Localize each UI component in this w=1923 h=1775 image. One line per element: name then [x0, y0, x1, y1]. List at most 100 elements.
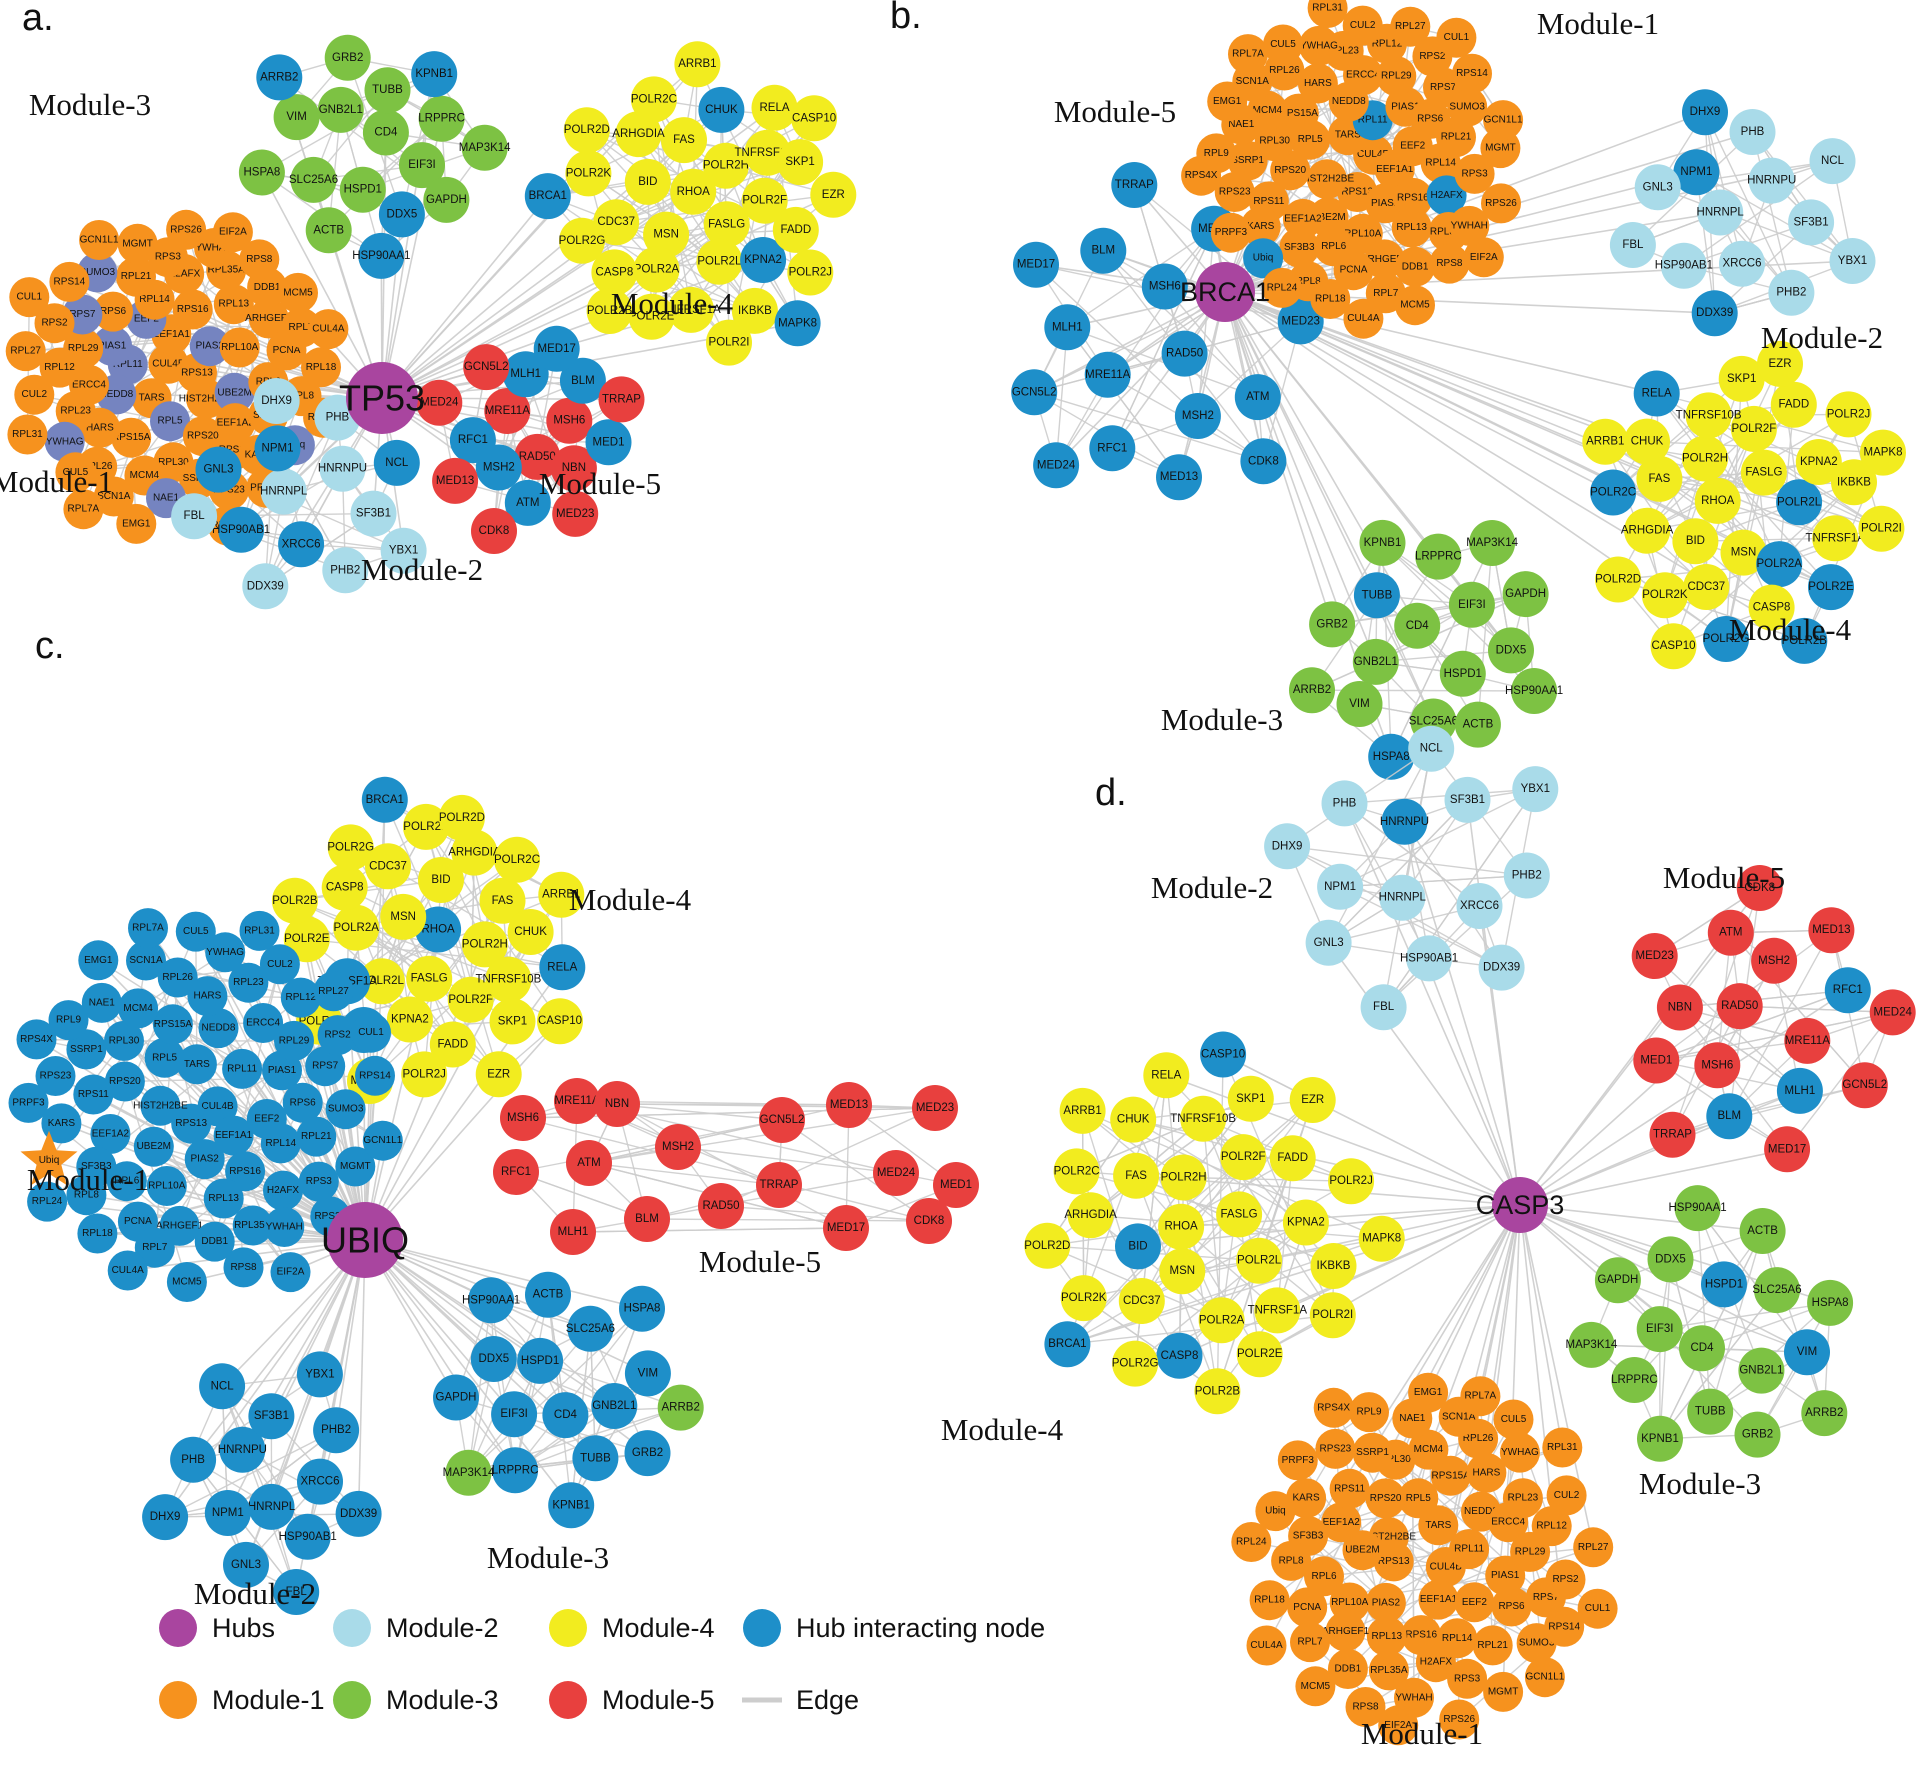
node-POLR2B	[586, 288, 633, 334]
node-CD4	[362, 109, 409, 156]
node-RPL13	[203, 1178, 244, 1219]
module-caption-b-Module-2: Module-2	[1761, 320, 1883, 355]
node-RPL31	[7, 414, 48, 455]
node-RFC1	[493, 1149, 539, 1195]
node-YBX1	[1829, 238, 1876, 284]
module-caption-d-Module-2: Module-2	[1151, 870, 1273, 905]
node-RPL21	[1472, 1625, 1513, 1666]
node-PHB2	[1768, 269, 1815, 316]
node-RPL11	[222, 1048, 263, 1089]
node-SF3B3	[1279, 227, 1320, 268]
node-RELA	[751, 84, 798, 131]
node-GNL3	[195, 446, 242, 493]
node-CHUK	[698, 86, 745, 133]
module-caption-b-Module-1: Module-1	[1537, 6, 1659, 41]
node-RPS8	[1429, 243, 1470, 284]
node-LRPPRC	[492, 1447, 539, 1494]
node-FADD	[1770, 381, 1817, 428]
hub-edge	[1403, 821, 1521, 1206]
panel-letter-d: d.	[1095, 772, 1127, 814]
node-POLR2G	[1112, 1340, 1159, 1387]
node-RPS2	[1545, 1559, 1586, 1600]
node-UBE2M	[133, 1126, 174, 1167]
hub-edge	[381, 271, 615, 399]
node-RPL21	[116, 256, 156, 297]
node-POLR2J	[1825, 391, 1872, 438]
panel-letter-c: c.	[35, 625, 65, 667]
node-HSPD1	[339, 166, 386, 213]
node-EIF2A	[1463, 237, 1504, 278]
node-DDX39	[242, 563, 289, 610]
node-MSN	[380, 893, 427, 940]
node-GCN1L1	[79, 220, 120, 260]
node-FBL	[273, 1569, 320, 1615]
hub-edge	[1519, 1204, 1763, 1232]
node-EZR	[475, 1051, 522, 1098]
node-PIAS2	[184, 1139, 225, 1180]
node-RPL7A	[1460, 1376, 1501, 1417]
node-RPS4X	[1313, 1387, 1354, 1428]
node-RPS3	[1454, 153, 1495, 194]
node-KARS	[41, 1103, 82, 1144]
node-RPS11	[73, 1074, 114, 1115]
node-CUL4A	[107, 1250, 148, 1291]
node-HIST2H2BE	[140, 1085, 181, 1126]
node-HNRNPU	[319, 445, 366, 492]
node-BID	[1115, 1223, 1161, 1270]
edge	[1164, 286, 1259, 398]
node-HNRNPL	[1697, 189, 1744, 236]
edge	[1328, 799, 1469, 944]
edge	[572, 1227, 847, 1233]
node-UBE2M	[214, 372, 255, 413]
node-MED1	[1633, 1037, 1680, 1084]
hub-label-CASP3: CASP3	[1476, 1190, 1565, 1220]
node-POLR2L	[1776, 479, 1823, 526]
hub-node-CASP3	[1492, 1177, 1548, 1233]
edge	[522, 1117, 930, 1222]
node-MED24	[416, 379, 463, 426]
module-caption-a-Module-2: Module-2	[361, 552, 483, 587]
hub-edge	[1343, 803, 1521, 1206]
node-CASP10	[537, 998, 583, 1045]
node-KPNB1	[411, 51, 458, 98]
node-RPL5	[1398, 1478, 1439, 1519]
node-ARHGDIA	[615, 111, 662, 158]
node-CUL2	[259, 944, 300, 985]
node-POLR2H	[702, 142, 749, 189]
node-HSPD1	[1439, 650, 1486, 697]
node-POLR2F	[447, 976, 494, 1023]
edge	[1035, 264, 1199, 417]
edge	[1695, 481, 1855, 542]
node-MCM4	[1408, 1429, 1449, 1470]
node-MSH2	[655, 1124, 701, 1170]
node-POLR2I	[1309, 1292, 1356, 1339]
node-SCN1A	[126, 940, 166, 981]
node-RPL7A	[128, 908, 168, 949]
hub-edge	[1519, 1204, 1564, 1448]
node-GAPDH	[433, 1374, 479, 1421]
edge	[387, 866, 411, 1020]
node-RPL26	[157, 957, 198, 998]
node-TNFRSF10B	[1180, 1095, 1227, 1142]
node-RPL13	[1366, 1616, 1407, 1657]
node-NAE1	[81, 982, 122, 1023]
node-DDX39	[335, 1490, 382, 1537]
hub-edge	[381, 165, 727, 399]
node-RPS8	[239, 239, 280, 280]
node-MCM5	[278, 272, 318, 313]
node-MED23	[912, 1085, 958, 1131]
node-ARHGEF1	[1325, 1611, 1366, 1652]
module-caption-a-Module-4: Module-4	[611, 286, 734, 321]
node-BID	[418, 857, 464, 903]
node-POLR2L	[696, 238, 743, 285]
node-POLR2A	[633, 246, 680, 293]
node-MED13	[1808, 907, 1855, 954]
node-ARRB2	[657, 1384, 704, 1431]
hub-edge	[1224, 291, 1435, 722]
node-PIAS2	[189, 326, 230, 367]
module-caption-b-Module-4: Module-4	[1729, 612, 1852, 647]
node-HSPA8	[238, 149, 285, 196]
node-RPS15A	[1278, 93, 1319, 134]
node-EMG1	[116, 503, 157, 544]
edge	[515, 1119, 783, 1173]
